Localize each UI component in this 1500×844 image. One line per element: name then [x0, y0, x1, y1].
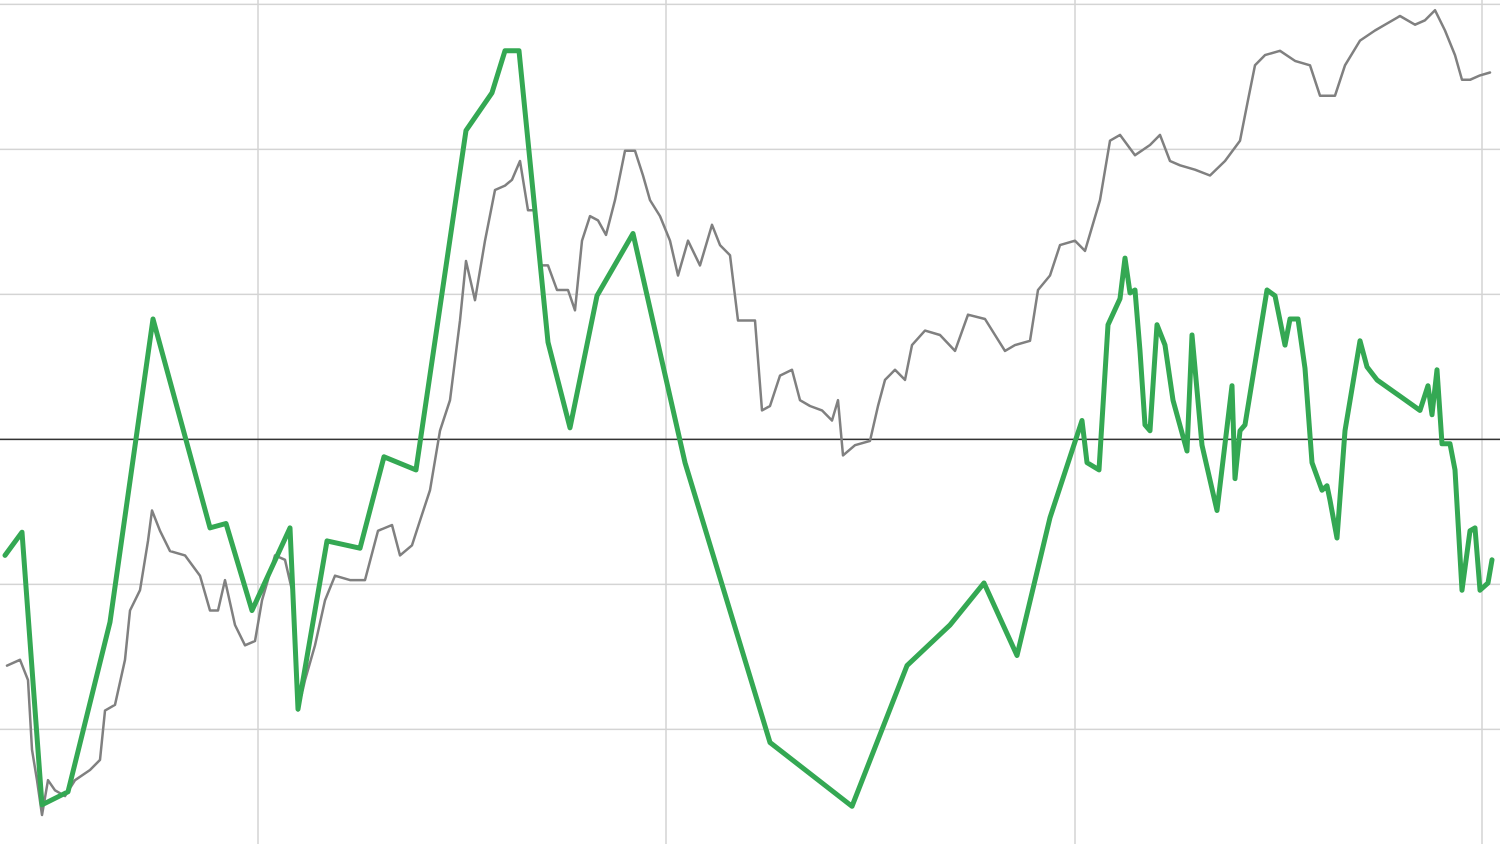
series-line — [5, 8, 1492, 817]
series-line — [2, 48, 1495, 809]
